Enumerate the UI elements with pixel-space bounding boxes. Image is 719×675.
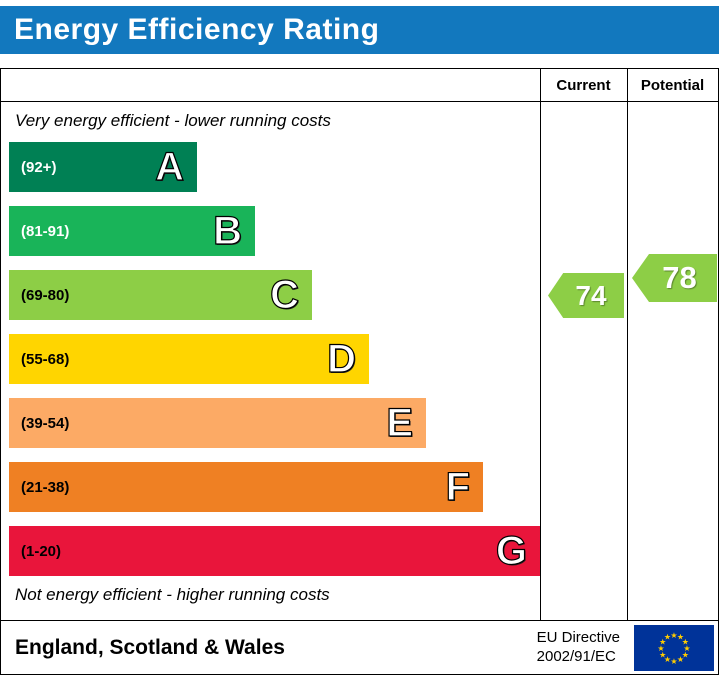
potential-rating-arrow: 78 — [632, 254, 717, 302]
svg-text:★: ★ — [683, 643, 690, 652]
band-b: (81-91) B — [9, 206, 255, 256]
svg-text:★: ★ — [682, 650, 689, 659]
band-d: (55-68) D — [9, 334, 369, 384]
column-header-potential: Potential — [640, 76, 705, 94]
caption-very-efficient: Very energy efficient - lower running co… — [15, 111, 331, 130]
page-title-bar: Energy Efficiency Rating — [0, 6, 719, 54]
band-letter-f: F — [445, 464, 471, 509]
column-header-current: Current — [556, 76, 611, 94]
table-header-spacer — [1, 69, 540, 101]
band-range-c: (69-80) — [21, 286, 70, 304]
footer-bar: England, Scotland & Wales EU Directive 2… — [0, 621, 719, 675]
band-range-a: (92+) — [21, 158, 57, 176]
table-header-row: Current Potential — [1, 69, 718, 102]
caption-not-efficient: Not energy efficient - higher running co… — [15, 585, 330, 604]
column-divider-current — [540, 69, 541, 620]
band-range-g: (1-20) — [21, 542, 62, 560]
band-letter-d: D — [327, 336, 357, 381]
band-range-e: (39-54) — [21, 414, 70, 432]
svg-text:★: ★ — [664, 632, 671, 641]
band-a: (92+) A — [9, 142, 197, 192]
band-g: (1-20) G — [9, 526, 540, 576]
rating-table: Current Potential Very energy efficient … — [0, 68, 719, 621]
current-rating-arrow: 74 — [548, 273, 624, 318]
svg-text:★: ★ — [677, 655, 684, 664]
svg-text:★: ★ — [659, 637, 666, 646]
band-range-d: (55-68) — [21, 350, 70, 368]
svg-text:★: ★ — [682, 637, 689, 646]
svg-text:★: ★ — [677, 632, 684, 641]
eu-flag-icon: ★ ★ ★ ★ ★ ★ ★ ★ ★ ★ ★ ★ — [634, 624, 714, 671]
column-divider-potential — [627, 69, 628, 620]
svg-text:★: ★ — [670, 630, 677, 639]
svg-text:★: ★ — [659, 650, 666, 659]
band-f: (21-38) F — [9, 462, 483, 512]
current-rating-value: 74 — [575, 279, 607, 311]
eu-directive-line2: 2002/91/EC — [536, 647, 616, 665]
page-title: Energy Efficiency Rating — [14, 13, 380, 46]
band-range-b: (81-91) — [21, 222, 70, 240]
band-range-f: (21-38) — [21, 478, 70, 496]
band-letter-a: A — [155, 144, 185, 189]
region-label: England, Scotland & Wales — [15, 635, 285, 659]
svg-text:★: ★ — [670, 656, 677, 665]
rating-bands: (92+) A (81-91) B (69-80) C (55-68) D (3… — [9, 142, 540, 590]
eu-directive-label: EU Directive 2002/91/EC — [537, 629, 620, 667]
band-letter-b: B — [213, 208, 243, 253]
eu-directive-line1: EU Directive — [536, 628, 620, 646]
svg-text:★: ★ — [657, 643, 664, 652]
band-e: (39-54) E — [9, 398, 426, 448]
band-letter-e: E — [386, 400, 414, 445]
band-letter-c: C — [270, 272, 300, 317]
band-letter-g: G — [495, 528, 527, 573]
svg-text:★: ★ — [664, 655, 671, 664]
potential-rating-value: 78 — [662, 260, 697, 295]
band-c: (69-80) C — [9, 270, 312, 320]
